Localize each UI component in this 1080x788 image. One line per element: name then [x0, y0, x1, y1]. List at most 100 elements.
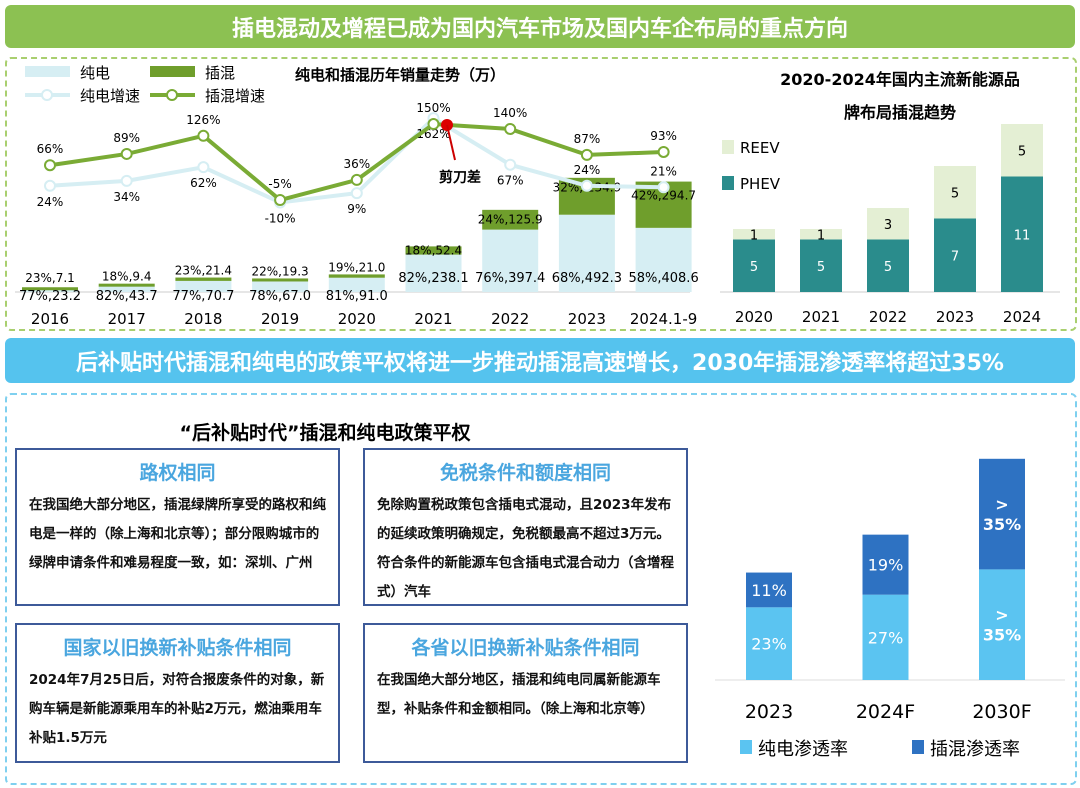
policy-card-provincial-tradein: 各省以旧换新补贴条件相同 在我国绝大部分地区，插混和纯电同属新能源车型，补贴条件和… [363, 623, 688, 763]
reev-bar [867, 208, 909, 240]
policy-card-road-rights: 路权相同 在我国绝大部分地区，插混绿牌所享受的路权和纯电是一样的（除上海和北京等）… [15, 448, 340, 606]
phev-bar [98, 283, 155, 287]
phev-growth-point [504, 122, 517, 135]
bev-penetration-bar [979, 569, 1025, 680]
legend-marker [166, 89, 178, 101]
bev-growth-point [504, 158, 517, 171]
legend-swatch [722, 140, 734, 154]
legend-swatch [150, 66, 195, 77]
phev-growth-point [197, 129, 210, 142]
bar-value-label: > [995, 495, 1008, 514]
phev-value: 11 [1014, 228, 1031, 243]
phev-bar-label: 24%,125.9 [478, 213, 543, 227]
legend-swatch [25, 66, 70, 77]
bev-bar-label: 81%,91.0 [326, 289, 388, 304]
phev-bar [1001, 176, 1043, 292]
phev-growth-point [580, 148, 593, 161]
bev-growth-label: 67% [497, 174, 524, 188]
phev-value: 5 [817, 260, 825, 275]
bev-bar-label: 76%,397.4 [475, 271, 545, 286]
phev-bar [328, 274, 385, 278]
phev-bar [800, 239, 842, 292]
bottom-panel [5, 393, 1077, 785]
penetration-chart: 23%11%202327%19%2024F>35%>35%2030F纯电渗透率插… [715, 458, 1065, 760]
phev-growth-label: 93% [650, 129, 677, 143]
legend-label: REEV [740, 139, 780, 157]
phev-value: 7 [951, 249, 959, 264]
phev-growth-point [120, 147, 133, 160]
reev-bar [733, 229, 775, 240]
legend-label: 插混增速 [205, 87, 265, 105]
bev-growth-label: 34% [113, 190, 140, 204]
scissors-annotation: 剪刀差 [439, 169, 481, 186]
phev-growth-point [44, 159, 56, 172]
bev-bar [175, 280, 232, 292]
card-title: 国家以旧换新补贴条件相同 [63, 637, 292, 659]
bev-growth-point [120, 174, 133, 187]
bev-bar [558, 214, 615, 292]
legend-swatch [722, 176, 734, 190]
phev-bar [733, 239, 775, 292]
top-charts: 纯电和插混历年销量走势（万） 77%,23.2 23%,7.1 2016 82%,43.… [15, 64, 1060, 328]
reev-value: 3 [884, 218, 892, 233]
x-tick-label: 2023 [936, 308, 974, 326]
scissors-arrow [446, 124, 456, 161]
bev-bar [405, 254, 462, 292]
bev-growth-point [350, 187, 363, 200]
phev-bar-label: 18%,9.4 [102, 270, 152, 284]
bev-growth-point [657, 181, 670, 194]
card-text: 2024年7月25日后，对符合报废条件的对象，新购车辆是新能源乘用车的补贴2万元… [29, 672, 325, 746]
bev-bar [482, 229, 539, 292]
bev-growth-label: 21% [650, 164, 677, 178]
phev-growth-label: 89% [113, 131, 140, 145]
x-tick-label: 2024F [856, 701, 915, 723]
x-tick-label: 2016 [31, 310, 69, 328]
legend-label: 插混 [205, 64, 235, 82]
policy-title: “后补贴时代”插混和纯电政策平权 [179, 422, 471, 444]
phev-bar-label: 18%,52.4 [405, 244, 462, 258]
bar-value-label: 35% [983, 626, 1021, 645]
bev-bar [98, 285, 155, 292]
phev-growth-label: 36% [343, 157, 370, 171]
bev-growth-label: 9% [347, 202, 366, 216]
phev-bar [405, 246, 462, 255]
phev-bar [867, 239, 909, 292]
card-text: 在我国绝大部分地区，插混绿牌所享受的路权和纯电是一样的（除上海和北京等）；部分限… [29, 497, 326, 571]
x-tick-label: 2021 [802, 308, 840, 326]
bev-bar [252, 281, 309, 292]
phev-bar [252, 278, 309, 282]
bev-growth-point [44, 179, 56, 192]
bev-bar-label: 82%,238.1 [398, 271, 468, 286]
phev-bar [175, 277, 232, 281]
x-tick-label: 2018 [184, 310, 222, 328]
chart-title: 2020-2024年国内主流新能源品 [780, 70, 1020, 89]
legend-label: 纯电增速 [80, 87, 140, 105]
bev-bar [328, 277, 385, 292]
policy-card-tax: 免税条件和额度相同 免除购置税政策包含插电式混动，且2023年发布的延续政策明确规… [363, 448, 688, 606]
x-tick-label: 2019 [261, 310, 299, 328]
phev-growth-label: 87% [574, 132, 601, 146]
reev-bar [800, 229, 842, 240]
reev-value: 1 [817, 228, 825, 243]
phev-growth-point [274, 194, 287, 206]
bev-penetration-bar [746, 607, 792, 680]
phev-penetration-bar [862, 534, 909, 595]
bev-growth-label: -10% [265, 211, 296, 225]
bev-bar-label: 82%,43.7 [96, 289, 158, 304]
phev-bar-label: 23%,7.1 [25, 271, 75, 285]
phev-growth-point [350, 173, 363, 186]
phev-growth-point [657, 145, 670, 158]
legend-label: 纯电 [80, 64, 110, 82]
bar-value-label: 23% [751, 635, 787, 654]
bev-growth-label: 24% [574, 163, 601, 177]
bev-bar-label: 77%,70.7 [172, 289, 234, 304]
x-tick-label: 2020 [735, 308, 773, 326]
phev-value: 5 [884, 260, 892, 275]
reev-value: 5 [951, 186, 959, 201]
x-tick-label: 2021 [414, 310, 452, 328]
phev-penetration-bar [746, 572, 792, 608]
x-tick-label: 2022 [869, 308, 907, 326]
phev-value: 5 [750, 260, 758, 275]
phev-growth-label: -5% [268, 177, 291, 191]
x-tick-label: 2022 [491, 310, 529, 328]
